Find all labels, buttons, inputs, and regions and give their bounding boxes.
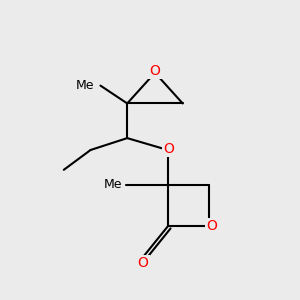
Text: O: O <box>149 64 161 78</box>
Text: Me: Me <box>104 178 122 191</box>
Text: O: O <box>164 142 174 156</box>
Text: Me: Me <box>76 79 94 92</box>
Text: O: O <box>138 256 148 270</box>
Text: O: O <box>206 219 217 233</box>
